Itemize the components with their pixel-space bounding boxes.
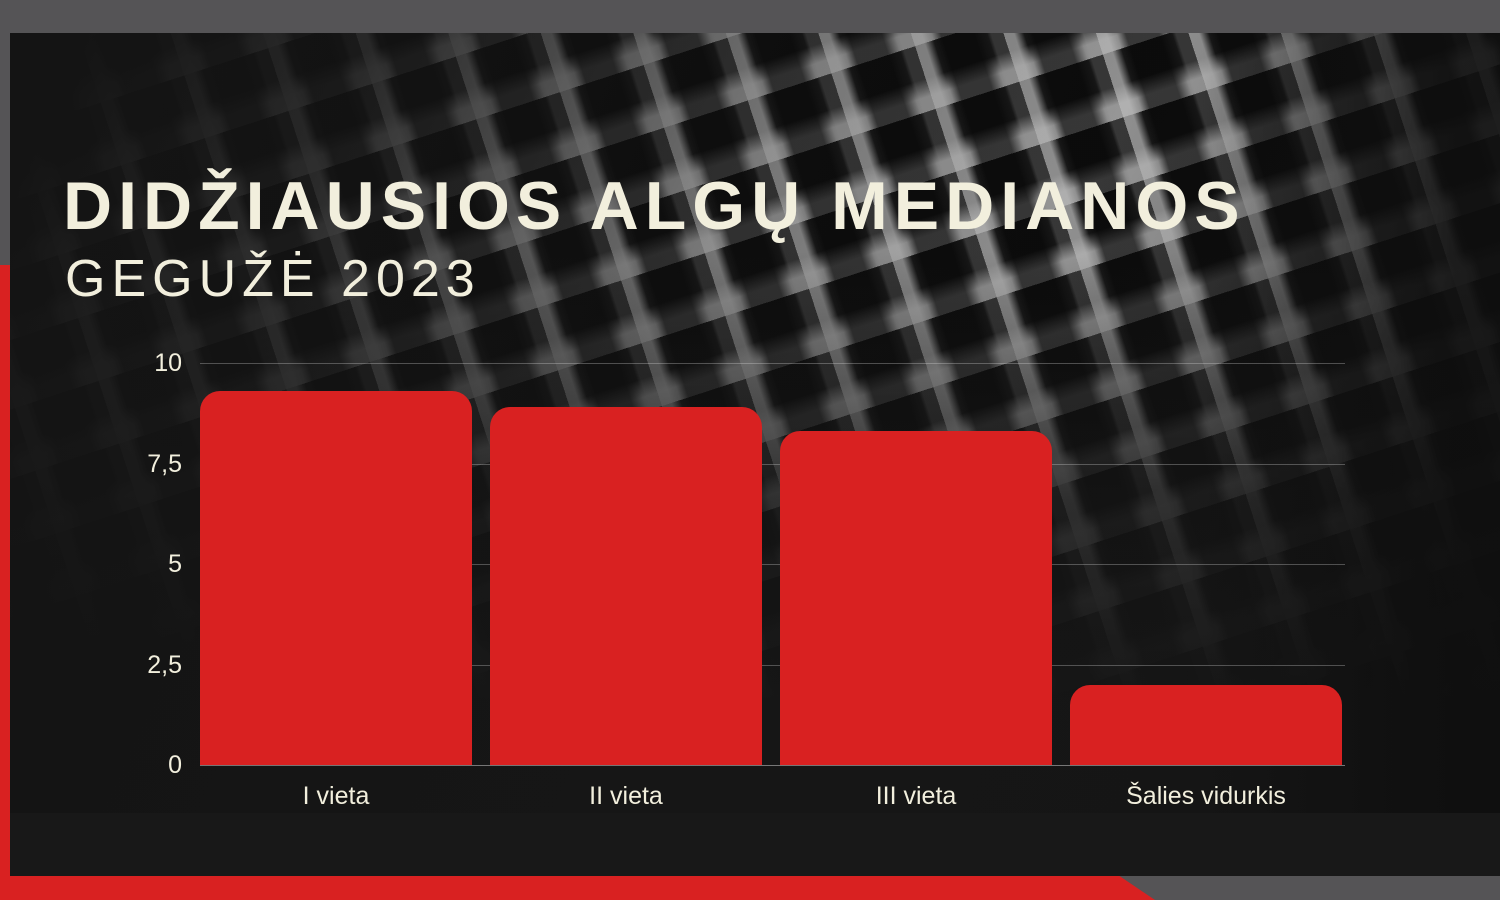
bar-Šalies vidurkis — [1070, 684, 1342, 765]
y-tick-label: 10 — [154, 349, 182, 377]
page-subtitle: GEGUŽĖ 2023 — [65, 250, 481, 308]
x-category-label: Šalies vidurkis — [1126, 782, 1286, 810]
plot-area — [200, 363, 1345, 766]
y-tick-label: 2,5 — [147, 650, 182, 679]
y-tick-label: 7,5 — [147, 449, 182, 478]
gridline — [200, 765, 1345, 766]
bar-chart: 0 2,5 5 7,5 10 I vieta II vieta III vieta Šalie… — [10, 33, 1500, 876]
x-category-label: III vieta — [875, 782, 957, 810]
bar-I vieta — [200, 391, 472, 765]
x-axis: I vieta II vieta III vieta Šalies vidurkis — [200, 782, 1345, 822]
gridline — [200, 664, 1345, 666]
y-tick-label: 5 — [168, 550, 182, 578]
gridline — [200, 363, 1345, 364]
bar-III vieta — [780, 431, 1052, 765]
x-category-label: II vieta — [589, 782, 663, 810]
gridline — [200, 463, 1345, 465]
infographic-card: DIDŽIAUSIOS ALGŲ MEDIANOS GEGUŽĖ 2023 0 2… — [10, 33, 1500, 876]
gridline — [200, 564, 1345, 565]
y-tick-label: 0 — [168, 751, 182, 779]
bar-II vieta — [490, 407, 762, 765]
red-accent-left-strip — [0, 265, 10, 900]
red-accent-bottom-band — [0, 875, 1155, 900]
x-category-label: I vieta — [302, 782, 370, 810]
page-title: DIDŽIAUSIOS ALGŲ MEDIANOS — [63, 168, 1246, 244]
y-axis: 0 2,5 5 7,5 10 — [90, 349, 182, 779]
